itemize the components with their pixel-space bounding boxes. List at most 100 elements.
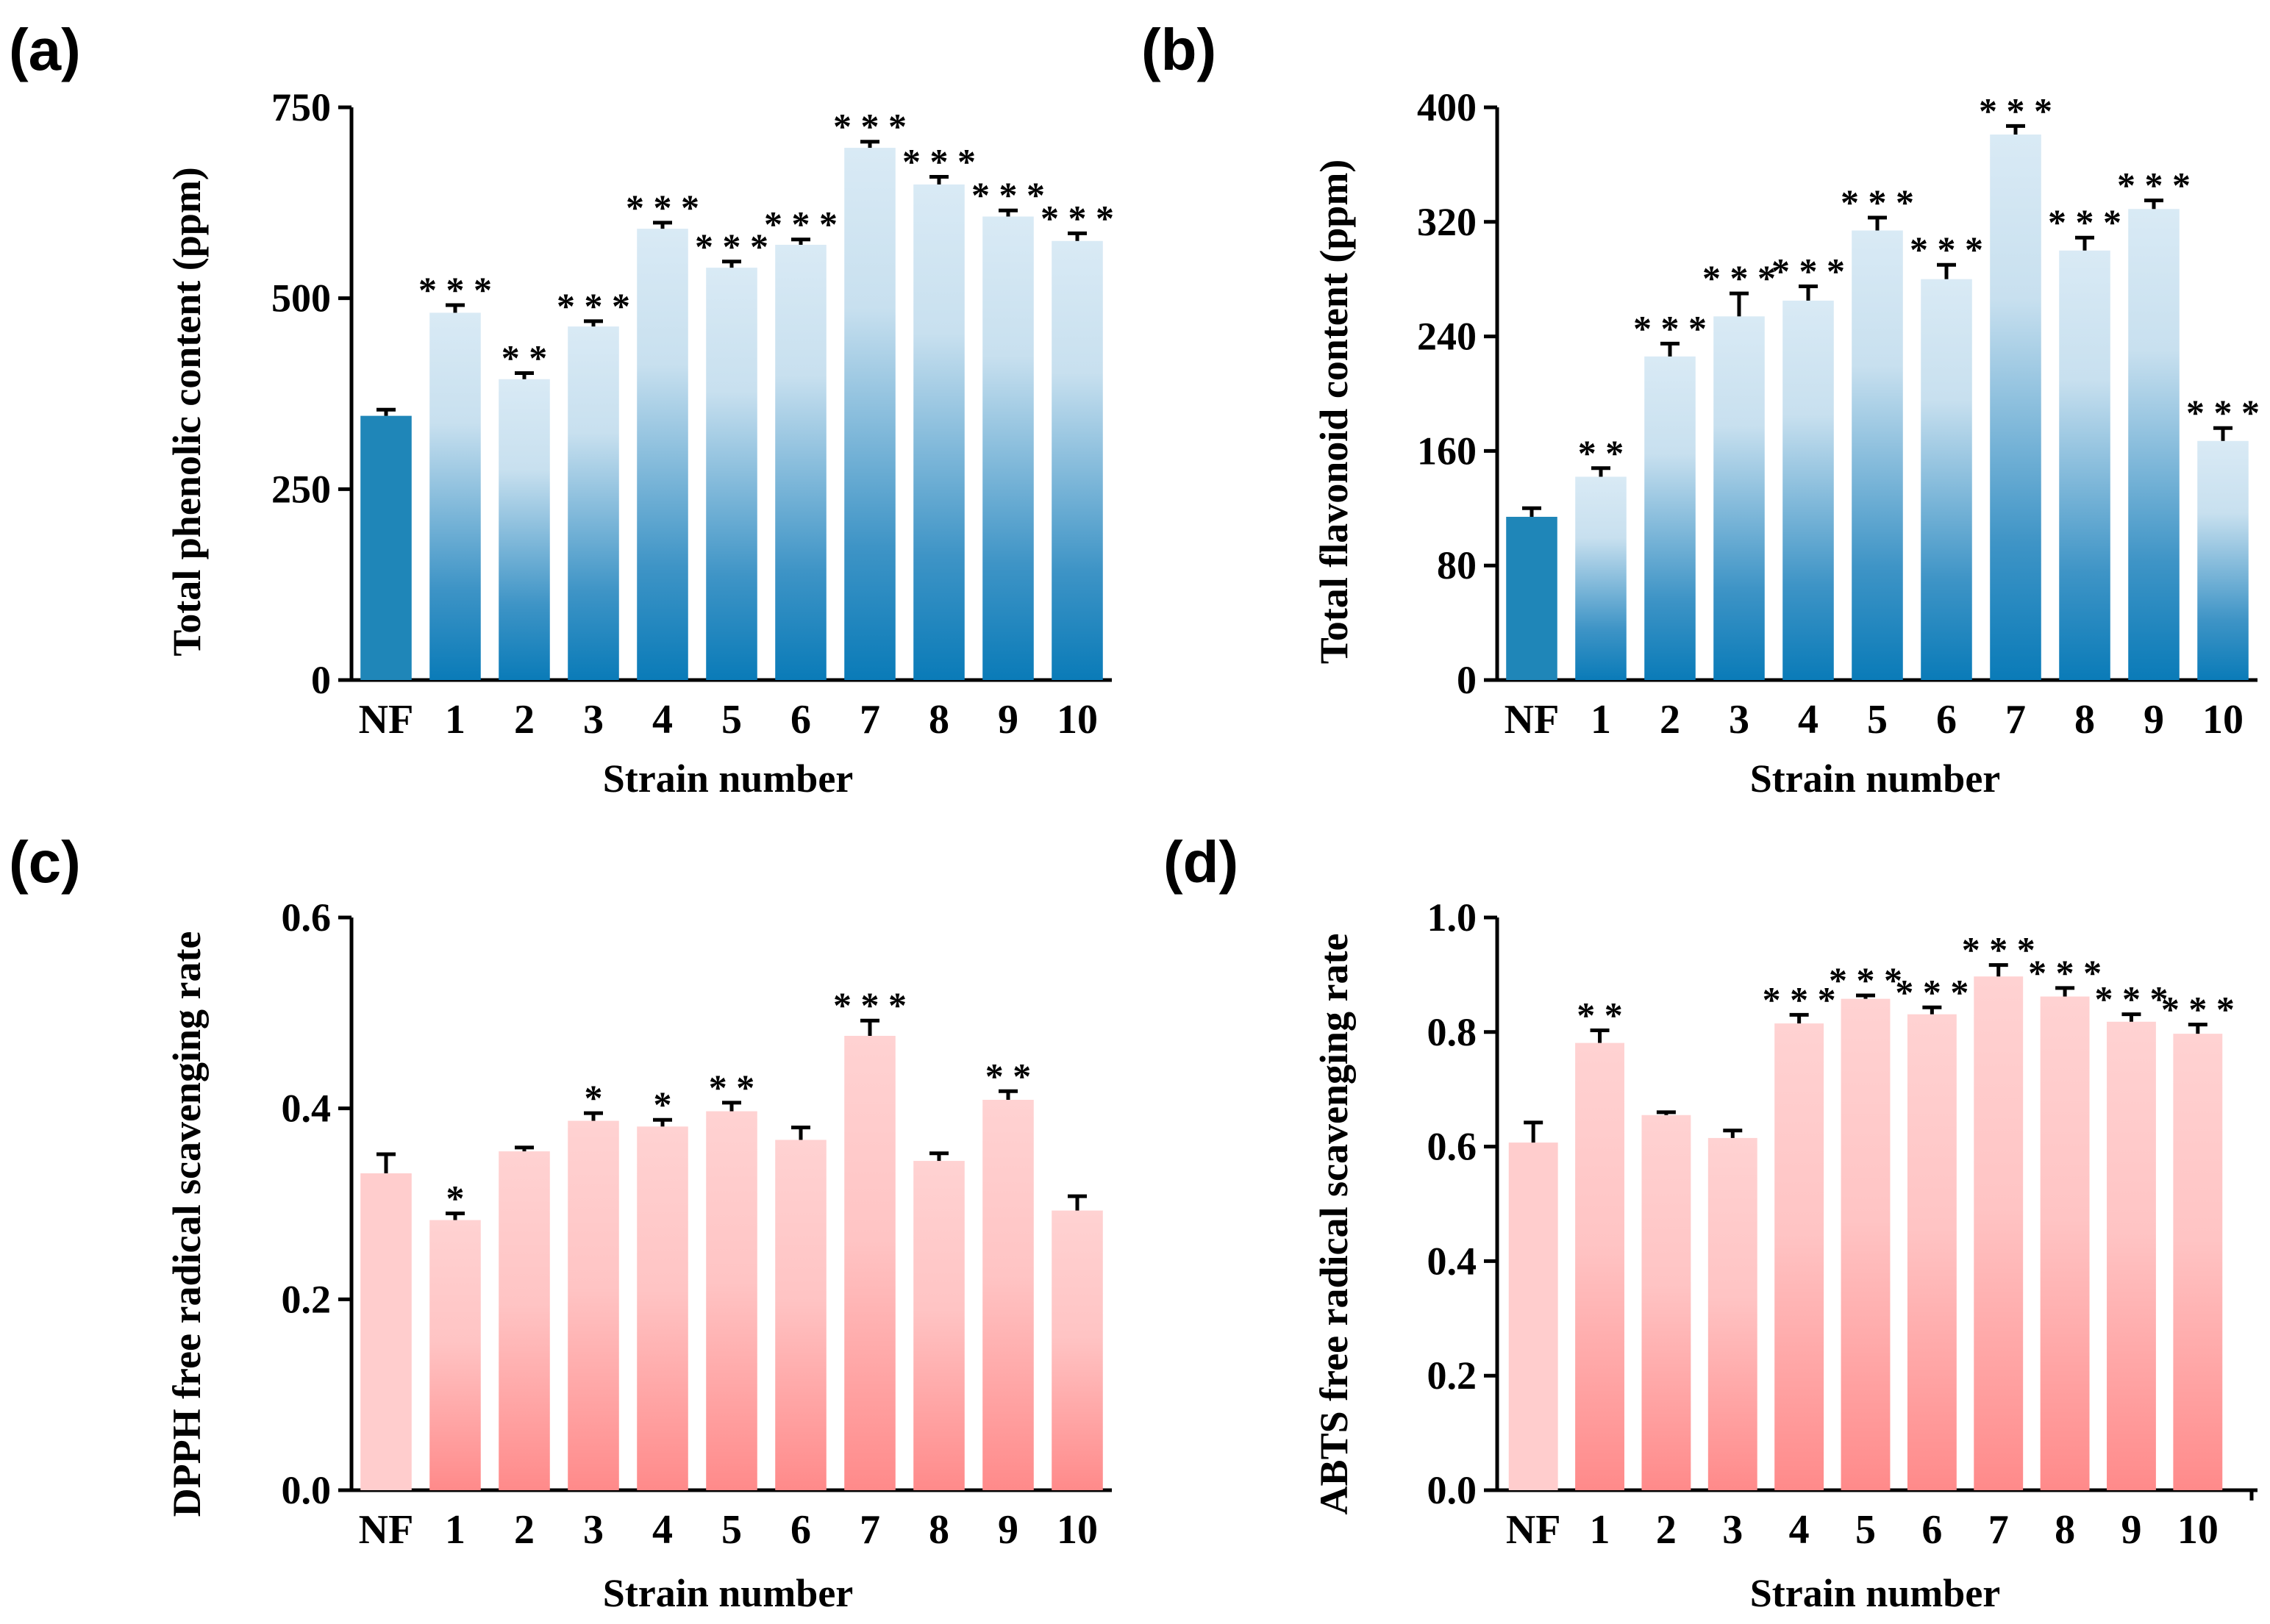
x-tick-label: 8 xyxy=(929,697,949,743)
bar xyxy=(1644,356,1696,680)
significance-label: * * xyxy=(502,337,548,378)
panel-label-b: (b) xyxy=(1141,17,1216,82)
x-tick-label: 3 xyxy=(583,697,604,743)
x-tick-label: 7 xyxy=(1988,1507,2009,1553)
bar xyxy=(844,148,896,681)
bar xyxy=(982,216,1034,681)
y-tick-label: 240 xyxy=(1417,315,1477,359)
x-tick-label: 7 xyxy=(2005,697,2026,743)
significance-label: * * * xyxy=(1829,959,1902,1001)
y-axis-label-a: Total phenolic content (ppm) xyxy=(165,167,209,657)
x-tick-label: 6 xyxy=(790,697,811,743)
bar xyxy=(1774,1023,1824,1490)
bar xyxy=(2059,250,2110,680)
x-tick-label: NF xyxy=(359,697,414,743)
significance-label: * * xyxy=(709,1067,755,1108)
significance-label: * * * xyxy=(557,285,630,326)
significance-label: * * * xyxy=(2094,979,2168,1020)
bar xyxy=(844,1035,896,1490)
marks-b: * ** * ** * ** * ** * ** * ** * ** * ** … xyxy=(1522,90,2260,517)
significance-label: * * * xyxy=(2161,989,2235,1030)
y-tick-label: 400 xyxy=(1417,85,1477,129)
y-tick-label: 250 xyxy=(271,467,331,511)
x-tick-label: 1 xyxy=(1591,697,1611,743)
bar xyxy=(637,1126,688,1490)
x-tick-label: 6 xyxy=(1936,697,1957,743)
bar xyxy=(429,1220,481,1490)
y-axis-ticks-c: 0.0 0.2 0.4 0.6 NF 1 2 3 4 5 6 7 8 9 10 xyxy=(282,895,1112,1553)
y-tick-label: 0 xyxy=(311,658,331,702)
x-tick-label: 1 xyxy=(445,1507,465,1553)
bar xyxy=(2107,1021,2156,1490)
chart-panel-c: (c) 0.0 0.2 0.4 0.6 NF 1 2 3 4 5 6 7 8 9 10 * * * * * * * … xyxy=(9,829,1112,1615)
y-axis-label-d: ABTS free radical scavenging rate xyxy=(1312,934,1356,1515)
x-tick-label: 5 xyxy=(721,1507,742,1553)
significance-label: * xyxy=(654,1084,672,1125)
bar xyxy=(1921,279,1972,680)
x-tick-label: 10 xyxy=(1057,697,1098,743)
bar xyxy=(775,1140,827,1490)
y-tick-label: 0.6 xyxy=(1427,1125,1477,1169)
bar xyxy=(1575,476,1627,680)
y-tick-label: 750 xyxy=(271,85,331,129)
x-tick-label: 10 xyxy=(2202,697,2244,743)
x-tick-label: 9 xyxy=(2121,1507,2141,1553)
significance-label: * * * xyxy=(1910,229,1983,270)
y-tick-label: 500 xyxy=(271,276,331,321)
significance-label: * * * xyxy=(1763,979,1836,1020)
significance-label: * * * xyxy=(1041,197,1114,238)
significance-label: * * * xyxy=(2186,392,2260,433)
bars-d xyxy=(1508,976,2223,1490)
x-axis-label-d: Strain number xyxy=(1750,1571,2001,1615)
bar xyxy=(2197,440,2249,680)
significance-label: * * * xyxy=(418,269,492,310)
y-axis-ticks-a: 0 250 500 750 NF 1 2 3 4 5 6 7 8 9 10 xyxy=(271,85,1112,743)
significance-label: * xyxy=(585,1077,603,1118)
x-tick-label: 5 xyxy=(1855,1507,1876,1553)
significance-label: * * * xyxy=(695,226,768,267)
x-tick-label: 8 xyxy=(2074,697,2095,743)
x-tick-label: 1 xyxy=(1590,1507,1610,1553)
x-tick-label: NF xyxy=(1505,697,1560,743)
x-tick-label: 5 xyxy=(721,697,742,743)
x-tick-label: NF xyxy=(359,1507,414,1553)
y-tick-label: 0.2 xyxy=(282,1277,332,1321)
bar xyxy=(360,1173,412,1490)
significance-label: * * * xyxy=(764,204,838,245)
bar xyxy=(1782,300,1834,681)
x-tick-label: 3 xyxy=(1722,1507,1743,1553)
x-tick-label: 8 xyxy=(2055,1507,2075,1553)
bar xyxy=(706,268,757,680)
bars-a xyxy=(360,148,1103,681)
significance-label: * * * xyxy=(1962,929,2035,970)
y-tick-label: 0.4 xyxy=(282,1087,332,1131)
bar xyxy=(1052,240,1103,680)
panel-label-c: (c) xyxy=(9,829,81,895)
significance-label: * * * xyxy=(833,106,907,147)
x-tick-label: 5 xyxy=(1867,697,1888,743)
bar xyxy=(568,326,619,680)
x-tick-label: 6 xyxy=(790,1507,811,1553)
bar xyxy=(2173,1034,2223,1490)
significance-label: * * * xyxy=(902,141,976,182)
x-tick-label: 4 xyxy=(652,1507,673,1553)
x-tick-label: 9 xyxy=(998,1507,1018,1553)
bar xyxy=(1852,230,1903,680)
bars-c xyxy=(360,1035,1103,1490)
x-tick-label: 2 xyxy=(1660,697,1680,743)
bar xyxy=(568,1120,619,1490)
bar xyxy=(2128,209,2180,681)
significance-label: * * * xyxy=(2028,952,2102,993)
x-axis-label-b: Strain number xyxy=(1750,756,2001,801)
x-axis-label-a: Strain number xyxy=(603,756,854,801)
significance-label: * xyxy=(446,1177,465,1218)
x-tick-label: 4 xyxy=(652,697,673,743)
x-tick-label: 4 xyxy=(1789,1507,1810,1553)
bar xyxy=(499,379,550,680)
significance-label: * * * xyxy=(1702,257,1776,298)
y-tick-label: 0.0 xyxy=(282,1468,332,1512)
x-tick-label: 3 xyxy=(583,1507,604,1553)
bar xyxy=(1974,976,2024,1490)
significance-label: * * xyxy=(1577,994,1623,1035)
